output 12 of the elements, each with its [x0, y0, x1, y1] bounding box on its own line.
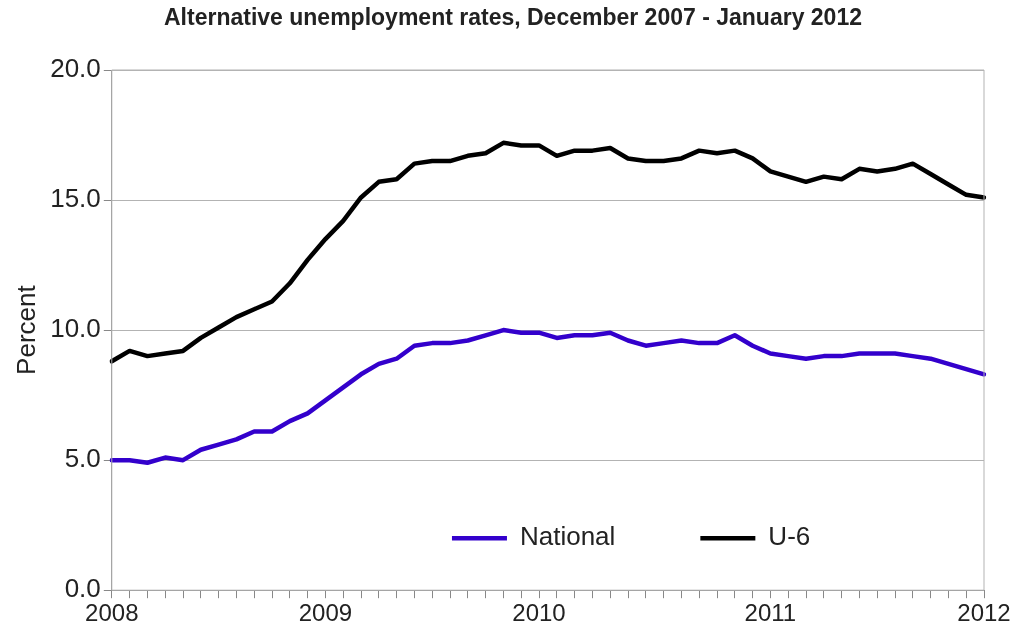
x-tick-label: 2009 [298, 599, 353, 627]
y-tick-label: 10.0 [50, 313, 101, 344]
y-tick-label: 15.0 [50, 183, 101, 214]
legend-label: U-6 [768, 521, 811, 552]
y-tick-label: 5.0 [64, 443, 101, 474]
y-tick-label: 20.0 [50, 53, 101, 84]
y-axis-title: Percent [10, 284, 41, 375]
x-tick-label: 2012 [957, 599, 1011, 627]
legend-label: National [519, 521, 616, 552]
chart-title: Alternative unemployment rates, December 2007 - January 2012 [163, 4, 863, 31]
x-tick-label: 2010 [512, 599, 566, 627]
x-tick-label: 2011 [744, 599, 797, 627]
